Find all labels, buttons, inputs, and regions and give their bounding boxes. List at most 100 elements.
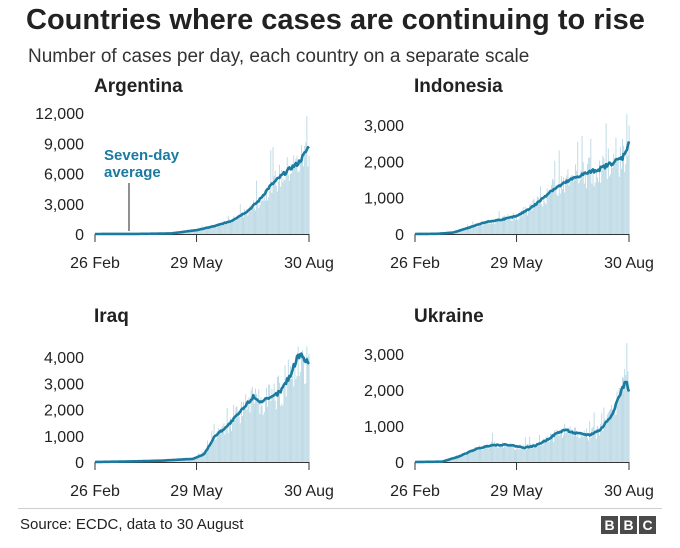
indonesia-daily-bar — [616, 158, 618, 234]
ukraine-daily-bar — [511, 445, 513, 462]
ukraine-daily-bar — [469, 452, 471, 462]
argentina-daily-bar — [303, 166, 305, 234]
ukraine-daily-bar — [504, 444, 506, 462]
iraq-daily-bar — [294, 361, 296, 462]
indonesia-daily-bar — [565, 178, 567, 234]
ukraine-daily-bar — [496, 444, 498, 462]
ukraine-daily-bar — [474, 446, 476, 462]
indonesia-daily-bar — [463, 228, 465, 234]
ukraine-daily-bar — [571, 434, 573, 462]
iraq-daily-bar — [293, 386, 295, 462]
indonesia-daily-bar — [542, 206, 544, 234]
iraq-daily-bar — [275, 409, 277, 462]
indonesia-daily-bar — [521, 216, 523, 234]
indonesia-daily-bar — [525, 209, 527, 234]
indonesia-daily-bar — [486, 221, 488, 234]
iraq-daily-bar — [278, 375, 279, 462]
ukraine-daily-bar — [486, 446, 488, 462]
indonesia-daily-bar — [601, 170, 603, 234]
argentina-daily-bar — [296, 155, 298, 234]
argentina-daily-bar — [242, 213, 243, 234]
indonesia-daily-bar — [536, 196, 538, 234]
ukraine-daily-bar — [471, 451, 473, 462]
ukraine-daily-bar — [611, 405, 613, 462]
ukraine-daily-bar — [459, 455, 461, 462]
argentina-daily-bar — [226, 223, 228, 234]
ukraine-daily-bar — [535, 444, 537, 462]
iraq-daily-bar — [209, 447, 211, 462]
argentina-daily-bar — [236, 216, 238, 234]
iraq-daily-bar — [255, 388, 256, 462]
ukraine-daily-bar — [599, 435, 601, 462]
ukraine-daily-bar — [482, 450, 484, 462]
ukraine-daily-bar — [598, 427, 599, 462]
iraq-daily-bar — [291, 379, 293, 462]
iraq-daily-bar — [292, 375, 294, 462]
indonesia-daily-bar — [563, 177, 564, 234]
iraq-daily-bar — [195, 457, 196, 462]
indonesia-daily-bar — [533, 198, 535, 234]
indonesia-daily-bar — [579, 180, 581, 234]
argentina-daily-bar — [287, 174, 289, 234]
ukraine-daily-bar — [483, 445, 485, 462]
iraq-daily-bar — [242, 416, 243, 462]
indonesia-daily-bar — [487, 220, 489, 234]
indonesia-daily-bar — [610, 174, 611, 234]
iraq-daily-bar — [246, 409, 248, 462]
iraq-daily-bar — [299, 371, 301, 462]
argentina-daily-bar — [267, 200, 268, 234]
indonesia-daily-bar — [524, 206, 526, 234]
indonesia-daily-bar — [471, 225, 473, 234]
ukraine-daily-bar — [570, 429, 572, 462]
ukraine-daily-bar — [475, 449, 477, 462]
ukraine-daily-bar — [558, 435, 560, 462]
iraq-daily-bar — [263, 412, 265, 462]
indonesia-daily-bar — [576, 170, 578, 234]
iraq-daily-bar — [248, 397, 250, 462]
indonesia-daily-bar — [583, 183, 585, 234]
indonesia-daily-bar — [540, 186, 542, 234]
ukraine-daily-bar — [462, 454, 464, 462]
argentina-xtick-label: 29 May — [170, 255, 222, 272]
ukraine-daily-bar — [488, 447, 490, 462]
ukraine-daily-bar — [458, 456, 460, 462]
argentina-daily-bar — [198, 230, 200, 234]
indonesia-daily-bar — [547, 191, 549, 234]
iraq-daily-bar — [249, 412, 251, 462]
iraq-ytick-label: 0 — [75, 455, 84, 472]
indonesia-ytick-label: 1,000 — [364, 191, 404, 208]
ukraine-daily-bar — [590, 438, 592, 462]
indonesia-daily-bar — [468, 228, 469, 234]
indonesia-xtick-label: 26 Feb — [390, 255, 440, 272]
ukraine-daily-bar — [484, 445, 486, 462]
ukraine-daily-bar — [457, 456, 459, 462]
argentina-daily-bar — [233, 216, 235, 234]
indonesia-daily-bar — [569, 179, 571, 234]
indonesia-daily-bar — [608, 176, 610, 234]
argentina-daily-bar — [223, 223, 225, 234]
iraq-daily-bar — [302, 350, 303, 462]
ukraine-daily-bar — [460, 457, 462, 462]
indonesia-daily-bar — [462, 228, 464, 234]
indonesia-daily-bar — [520, 213, 522, 234]
indonesia-daily-bar — [480, 224, 481, 234]
indonesia-daily-bar — [512, 212, 514, 234]
ukraine-ytick-label: 3,000 — [364, 347, 404, 364]
ukraine-daily-bar — [491, 441, 492, 462]
iraq-daily-bar — [266, 387, 267, 462]
ukraine-daily-bar — [489, 443, 491, 462]
ukraine-daily-bar — [503, 447, 504, 462]
iraq-daily-bar — [267, 406, 268, 462]
argentina-daily-bar — [213, 226, 215, 234]
iraq-daily-bar — [205, 450, 207, 462]
ukraine-daily-bar — [468, 451, 469, 462]
iraq-daily-bar — [229, 417, 231, 462]
indonesia-daily-bar — [544, 202, 546, 234]
argentina-daily-bar — [270, 149, 272, 234]
ukraine-daily-bar — [617, 401, 619, 462]
iraq-daily-bar — [247, 399, 249, 462]
iraq-daily-bar — [306, 346, 308, 462]
argentina-ytick-label: 3,000 — [44, 197, 84, 214]
indonesia-daily-bar — [508, 217, 510, 234]
ukraine-daily-bar — [517, 446, 519, 462]
